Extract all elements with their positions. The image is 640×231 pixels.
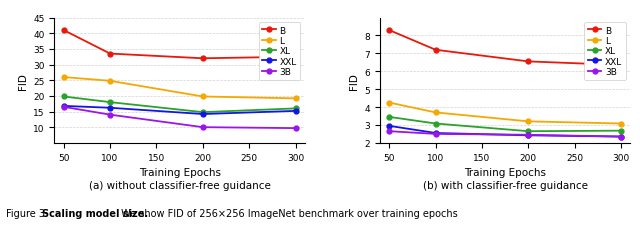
L bbox=[432, 112, 440, 114]
Legend: B, L, XL, XXL, 3B: B, L, XL, XXL, 3B bbox=[584, 23, 626, 80]
B bbox=[618, 64, 625, 67]
B bbox=[432, 49, 440, 52]
Line: XL: XL bbox=[387, 115, 623, 134]
Line: XXL: XXL bbox=[387, 124, 623, 139]
XL bbox=[618, 130, 625, 133]
XXL bbox=[525, 134, 532, 137]
Line: 3B: 3B bbox=[387, 129, 623, 139]
L bbox=[385, 102, 393, 104]
3B bbox=[199, 126, 207, 129]
Text: (a) without classifier-free guidance: (a) without classifier-free guidance bbox=[89, 180, 271, 190]
XL bbox=[432, 123, 440, 125]
3B bbox=[385, 130, 393, 133]
XXL bbox=[292, 110, 300, 113]
B bbox=[292, 56, 300, 59]
3B bbox=[60, 106, 67, 109]
B bbox=[106, 53, 114, 56]
Line: 3B: 3B bbox=[61, 105, 298, 131]
L bbox=[199, 96, 207, 98]
L bbox=[618, 123, 625, 125]
Line: B: B bbox=[387, 29, 623, 68]
XL bbox=[525, 130, 532, 133]
Line: L: L bbox=[387, 101, 623, 126]
Text: Scaling model size.: Scaling model size. bbox=[42, 208, 148, 218]
Text: Figure 3: ​: Figure 3: ​ bbox=[6, 208, 52, 218]
L bbox=[525, 120, 532, 123]
3B bbox=[525, 134, 532, 137]
B bbox=[525, 61, 532, 64]
3B bbox=[106, 114, 114, 116]
3B bbox=[292, 127, 300, 130]
XXL bbox=[60, 105, 67, 108]
Line: L: L bbox=[61, 75, 298, 101]
B bbox=[60, 30, 67, 32]
XXL bbox=[432, 132, 440, 135]
XL bbox=[292, 107, 300, 110]
Line: B: B bbox=[61, 29, 298, 61]
XL bbox=[385, 116, 393, 119]
XL bbox=[60, 96, 67, 98]
Line: XXL: XXL bbox=[61, 104, 298, 117]
B bbox=[385, 30, 393, 32]
L bbox=[60, 76, 67, 79]
XXL bbox=[199, 113, 207, 116]
B bbox=[199, 58, 207, 60]
Text: We show FID of 256×256 ImageNet benchmark over training epochs: We show FID of 256×256 ImageNet benchmar… bbox=[118, 208, 458, 218]
Legend: B, L, XL, XXL, 3B: B, L, XL, XXL, 3B bbox=[259, 23, 300, 80]
XL bbox=[199, 111, 207, 114]
L bbox=[106, 80, 114, 83]
L bbox=[292, 97, 300, 100]
3B bbox=[618, 136, 625, 138]
Text: (b) with classifier-free guidance: (b) with classifier-free guidance bbox=[422, 180, 588, 190]
Y-axis label: FID: FID bbox=[18, 73, 28, 89]
3B bbox=[432, 133, 440, 136]
X-axis label: Training Epochs: Training Epochs bbox=[139, 167, 221, 177]
X-axis label: Training Epochs: Training Epochs bbox=[464, 167, 546, 177]
XXL bbox=[385, 125, 393, 128]
XXL bbox=[618, 136, 625, 138]
Y-axis label: FID: FID bbox=[349, 73, 359, 89]
XL bbox=[106, 101, 114, 104]
XXL bbox=[106, 107, 114, 110]
Line: XL: XL bbox=[61, 95, 298, 115]
